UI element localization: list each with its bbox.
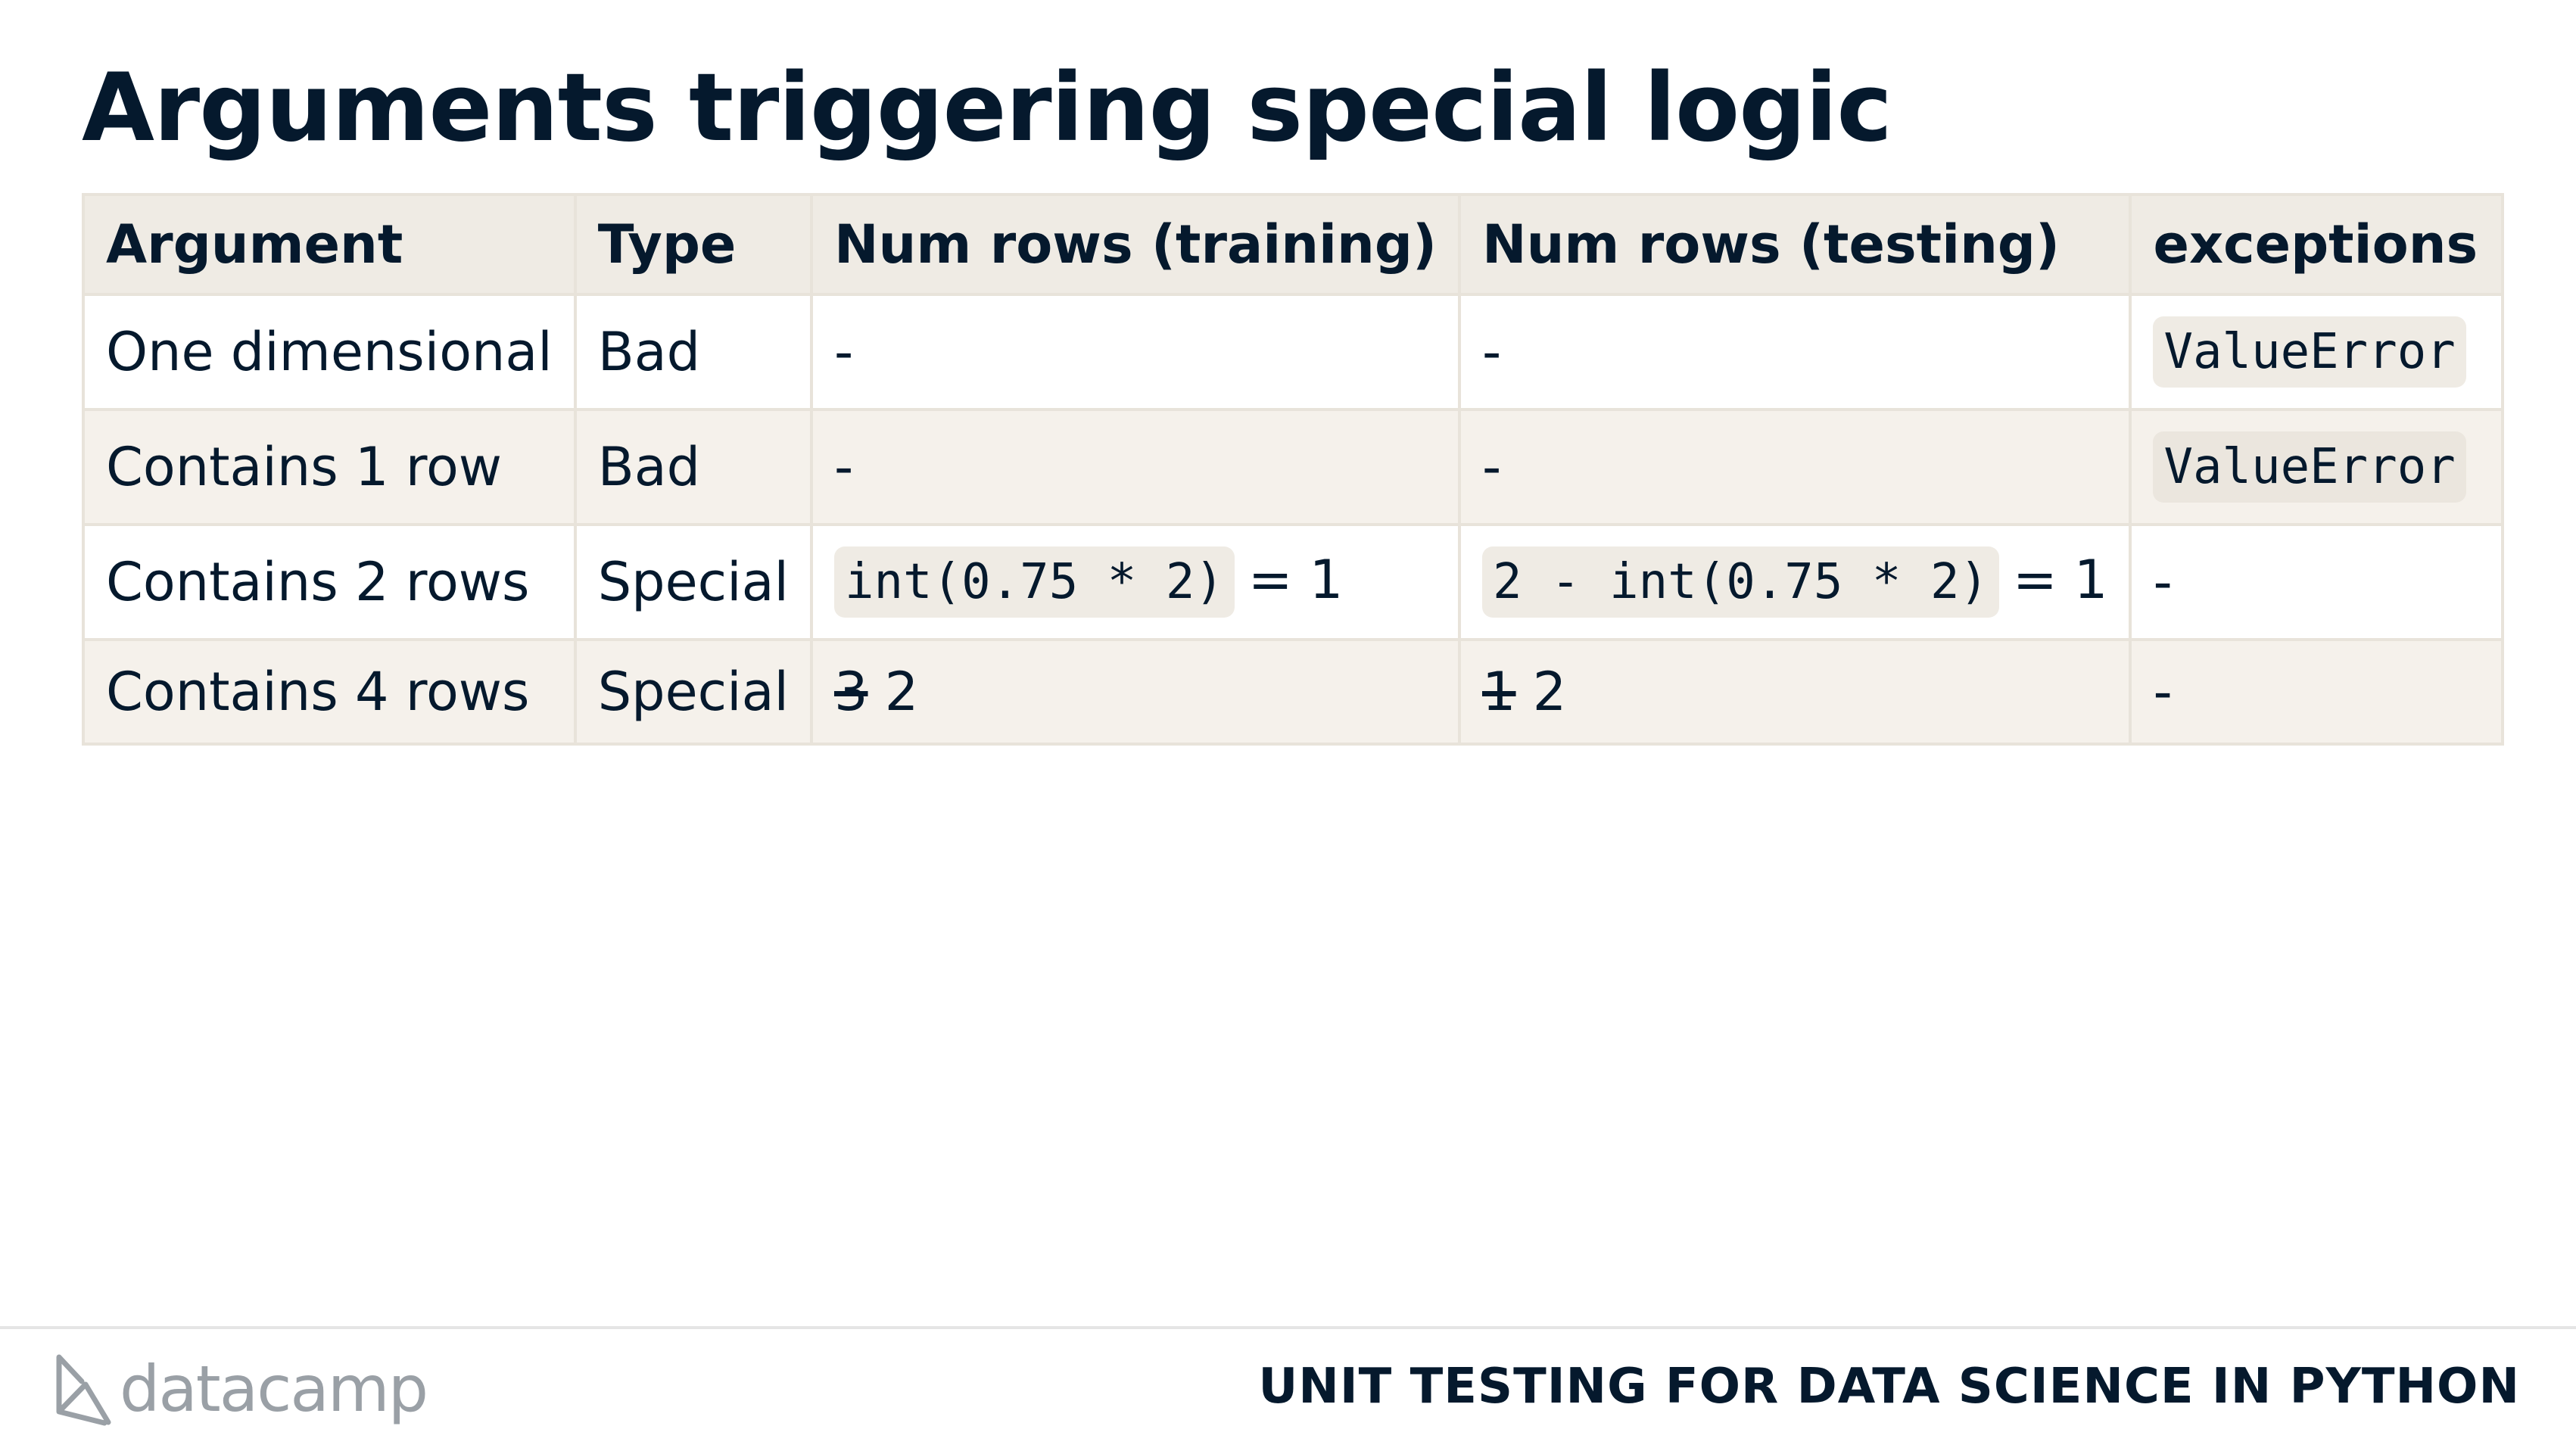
cell-type: Bad [573,408,813,526]
training-struck-value: 3 [833,661,868,723]
cell-argument: Contains 1 row [82,408,577,526]
header-exceptions: exceptions [2129,193,2504,296]
header-num-rows-testing: Num rows (testing) [1457,193,2132,296]
exception-code: ValueError [2153,316,2466,388]
footer-divider [0,1326,2576,1329]
cell-testing: 2 - int(0.75 * 2) = 1 [1457,523,2132,641]
table-row: Contains 2 rows Special int(0.75 * 2) = 1… [82,523,2504,641]
cell-training: int(0.75 * 2) = 1 [809,523,1461,641]
header-num-rows-training: Num rows (training) [809,193,1461,296]
datacamp-logo: datacamp [51,1347,428,1431]
slide-title: Arguments triggering special logic [82,54,1892,163]
cell-testing: 1 2 [1457,638,2132,746]
table-row: One dimensional Bad - - ValueError [82,293,2504,411]
testing-value: 2 [1532,661,1567,723]
table-header-row: Argument Type Num rows (training) Num ro… [82,193,2504,296]
cell-testing: - [1457,408,2132,526]
training-value: 2 [884,661,919,723]
testing-struck-value: 1 [1481,661,1516,723]
training-code: int(0.75 * 2) [833,546,1235,618]
table-row: Contains 4 rows Special 3 2 1 2 - [82,638,2504,746]
training-result: = 1 [1248,549,1344,611]
cell-testing: - [1457,293,2132,411]
cell-exception: ValueError [2129,408,2504,526]
header-argument: Argument [82,193,577,296]
cell-training: 3 2 [809,638,1461,746]
cell-exception: ValueError [2129,293,2504,411]
header-type: Type [573,193,813,296]
arguments-table: Argument Type Num rows (training) Num ro… [82,193,2504,746]
cell-training: - [809,293,1461,411]
cell-training: - [809,408,1461,526]
testing-result: = 1 [2013,549,2108,611]
cell-type: Special [573,638,813,746]
cell-argument: Contains 4 rows [82,638,577,746]
cell-exception: - [2129,638,2504,746]
cell-exception: - [2129,523,2504,641]
testing-code: 2 - int(0.75 * 2) [1481,546,2000,618]
cell-type: Special [573,523,813,641]
course-title: UNIT TESTING FOR DATA SCIENCE IN PYTHON [1258,1359,2520,1415]
table-row: Contains 1 row Bad - - ValueError [82,408,2504,526]
logo-text: datacamp [120,1352,428,1426]
datacamp-logo-icon [56,1354,111,1426]
cell-argument: One dimensional [82,293,577,411]
exception-code: ValueError [2153,431,2466,503]
cell-type: Bad [573,293,813,411]
cell-argument: Contains 2 rows [82,523,577,641]
